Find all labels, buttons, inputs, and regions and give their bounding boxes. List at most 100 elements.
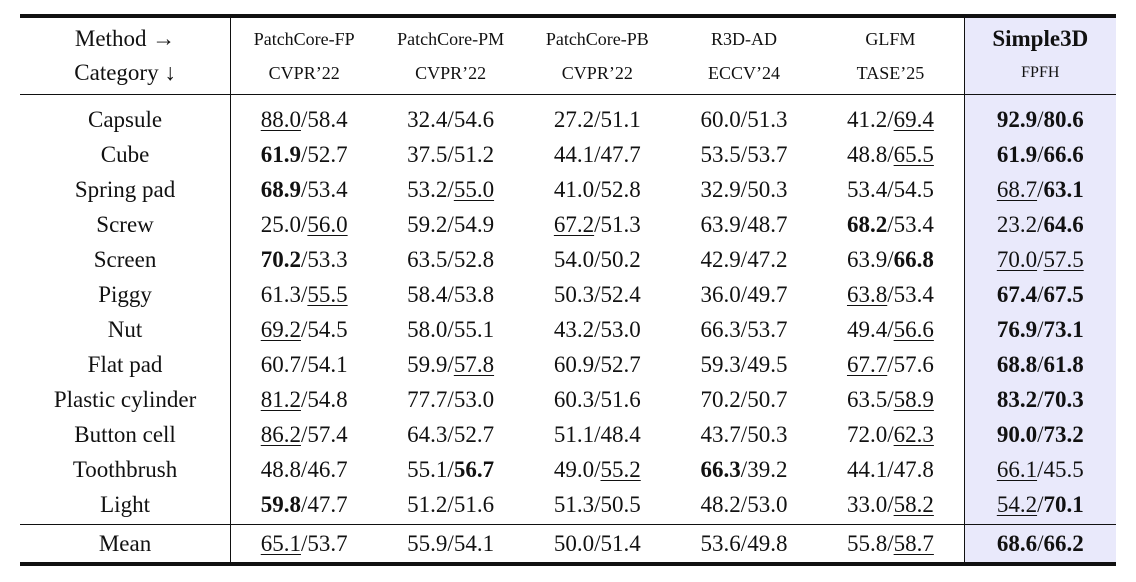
score-value-first: 61.9 xyxy=(996,142,1038,167)
score-cell: 64.3/52.7 xyxy=(377,417,524,452)
score-value-first: 41.0 xyxy=(553,177,595,202)
score-value-second: 53.4 xyxy=(893,282,934,307)
score-separator: / xyxy=(887,282,894,307)
score-separator: / xyxy=(740,352,748,377)
score-separator: / xyxy=(447,282,454,307)
score-value-first: 69.2 xyxy=(260,317,301,342)
method-venue-r3d-ad: ECCV’24 xyxy=(670,56,818,95)
score-cell: 61.9/66.6 xyxy=(963,137,1116,172)
score-separator: / xyxy=(887,387,894,412)
method-venue-patchcore-pb: CVPR’22 xyxy=(523,56,671,95)
table-row: Plastic cylinder 81.2/54.8 77.7/53.0 60.3/5… xyxy=(20,382,1116,417)
score-value-second: 52.7 xyxy=(453,422,495,447)
method-venue-patchcore-fp: CVPR’22 xyxy=(230,56,378,95)
score-separator: / xyxy=(1037,177,1044,202)
score-separator: / xyxy=(447,531,454,556)
score-value-second: 50.2 xyxy=(600,247,641,272)
score-value-second: 58.7 xyxy=(893,531,934,556)
score-separator: / xyxy=(447,422,454,447)
score-value-first: 67.4 xyxy=(996,282,1038,307)
score-cell: 54.0/50.2 xyxy=(524,242,671,277)
score-cell: 48.8/46.7 xyxy=(231,452,378,487)
score-value-second: 57.6 xyxy=(893,352,934,377)
score-cell: 54.2/70.1 xyxy=(963,487,1116,525)
score-value-first: 66.1 xyxy=(996,457,1038,482)
score-separator: / xyxy=(740,317,748,342)
score-cell: 65.1/53.7 xyxy=(230,524,378,564)
score-value-first: 70.0 xyxy=(996,247,1038,272)
score-value-first: 53.4 xyxy=(846,177,888,202)
score-value-first: 50.0 xyxy=(553,531,595,556)
score-separator: / xyxy=(594,422,601,447)
score-value-first: 55.9 xyxy=(407,531,448,556)
score-separator: / xyxy=(594,142,601,167)
score-value-second: 57.8 xyxy=(453,352,495,377)
table-header: Method → PatchCore-FP PatchCore-PM Patch… xyxy=(20,16,1116,95)
score-cell: 70.2/50.7 xyxy=(671,382,818,417)
score-value-second: 48.7 xyxy=(747,212,788,237)
score-separator: / xyxy=(740,387,748,412)
score-value-second: 54.9 xyxy=(453,212,495,237)
score-separator: / xyxy=(740,247,748,272)
score-value-first: 61.9 xyxy=(260,142,301,167)
score-value-first: 54.2 xyxy=(996,492,1038,517)
score-value-second: 80.6 xyxy=(1043,107,1084,132)
score-separator: / xyxy=(300,531,308,556)
score-separator: / xyxy=(887,177,894,202)
score-value-second: 53.0 xyxy=(600,317,641,342)
score-value-second: 73.2 xyxy=(1043,422,1084,447)
score-cell: 51.3/50.5 xyxy=(524,487,671,525)
score-separator: / xyxy=(740,422,748,447)
score-value-second: 53.3 xyxy=(307,247,348,272)
score-value-second: 51.6 xyxy=(600,387,641,412)
score-value-first: 49.4 xyxy=(846,317,888,342)
score-value-second: 66.6 xyxy=(1043,142,1084,167)
score-value-first: 72.0 xyxy=(846,422,888,447)
score-value-second: 61.8 xyxy=(1043,352,1084,377)
score-value-second: 48.4 xyxy=(600,422,641,447)
score-value-second: 50.7 xyxy=(747,387,788,412)
score-cell: 41.0/52.8 xyxy=(524,172,671,207)
score-value-first: 49.0 xyxy=(553,457,595,482)
score-value-second: 46.7 xyxy=(307,457,348,482)
score-cell: 53.6/49.8 xyxy=(670,524,818,564)
score-cell: 77.7/53.0 xyxy=(377,382,524,417)
score-cell: 55.1/56.7 xyxy=(377,452,524,487)
score-value-second: 56.6 xyxy=(893,317,934,342)
score-cell: 68.7/63.1 xyxy=(963,172,1116,207)
score-cell: 37.5/51.2 xyxy=(377,137,524,172)
score-value-first: 27.2 xyxy=(553,107,595,132)
score-value-second: 58.9 xyxy=(893,387,934,412)
score-value-second: 51.1 xyxy=(600,107,641,132)
results-table: Method → PatchCore-FP PatchCore-PM Patch… xyxy=(20,14,1116,566)
score-value-second: 54.1 xyxy=(453,531,495,556)
score-cell: 63.9/66.8 xyxy=(817,242,964,277)
score-value-first: 63.9 xyxy=(846,247,888,272)
method-venue-glfm: TASE’25 xyxy=(817,56,965,95)
score-cell: 67.7/57.6 xyxy=(817,347,964,382)
score-value-first: 32.9 xyxy=(700,177,741,202)
mean-label: Mean xyxy=(20,524,232,564)
score-separator: / xyxy=(594,387,601,412)
score-value-first: 66.3 xyxy=(700,317,741,342)
score-cell: 32.4/54.6 xyxy=(377,95,524,138)
score-cell: 25.0/56.0 xyxy=(231,207,378,242)
score-value-first: 58.0 xyxy=(407,317,448,342)
score-cell: 90.0/73.2 xyxy=(963,417,1116,452)
score-separator: / xyxy=(594,352,601,377)
score-value-first: 58.4 xyxy=(407,282,448,307)
score-value-first: 64.3 xyxy=(407,422,448,447)
score-value-first: 51.2 xyxy=(407,492,448,517)
score-cell: 88.0/58.4 xyxy=(231,95,378,138)
score-separator: / xyxy=(887,531,894,556)
score-value-first: 60.9 xyxy=(553,352,595,377)
score-separator: / xyxy=(594,531,601,556)
score-cell: 60.9/52.7 xyxy=(524,347,671,382)
score-value-second: 52.8 xyxy=(453,247,495,272)
score-cell: 51.2/51.6 xyxy=(377,487,524,525)
score-value-second: 45.5 xyxy=(1043,457,1084,482)
score-value-second: 50.3 xyxy=(747,177,788,202)
score-value-second: 53.7 xyxy=(747,317,788,342)
score-separator: / xyxy=(740,107,748,132)
score-value-first: 68.2 xyxy=(846,212,888,237)
